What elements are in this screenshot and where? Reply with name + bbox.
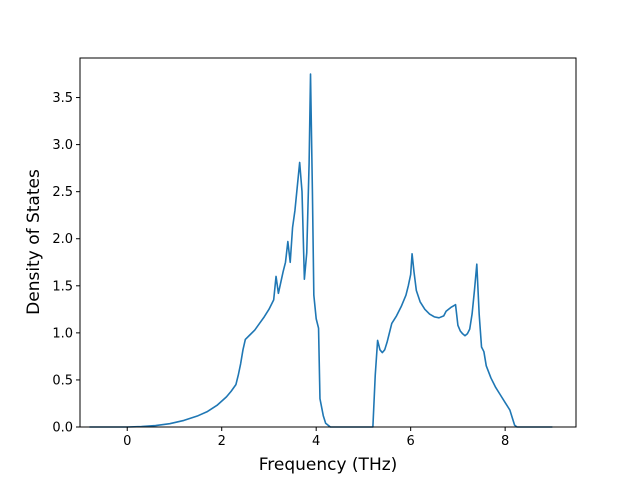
y-tick-label: 3.0 <box>52 138 73 153</box>
x-tick-label: 6 <box>407 434 415 449</box>
x-axis-label: Frequency (THz) <box>259 455 398 475</box>
y-tick-label: 2.0 <box>52 232 73 247</box>
y-axis-label: Density of States <box>24 169 44 315</box>
series-layer <box>89 73 553 428</box>
y-axis-ticks: 0.0 0.5 1.0 1.5 2.0 2.5 3.0 3.5 <box>52 91 80 436</box>
x-axis-ticks: 0 2 4 6 8 <box>123 427 509 449</box>
plot-background <box>80 58 576 427</box>
x-tick-label: 0 <box>123 434 131 449</box>
x-tick-label: 2 <box>218 434 226 449</box>
x-tick-label: 8 <box>501 434 509 449</box>
plot-frame <box>79 57 577 428</box>
series-line-0 <box>89 73 553 428</box>
y-tick-label: 1.5 <box>52 279 73 294</box>
x-tick-label: 4 <box>312 434 320 449</box>
y-tick-label: 1.0 <box>52 326 73 341</box>
y-tick-label: 2.5 <box>52 185 73 200</box>
y-tick-label: 3.5 <box>52 91 73 106</box>
y-tick-label: 0.0 <box>52 421 73 436</box>
y-tick-label: 0.5 <box>52 373 73 388</box>
